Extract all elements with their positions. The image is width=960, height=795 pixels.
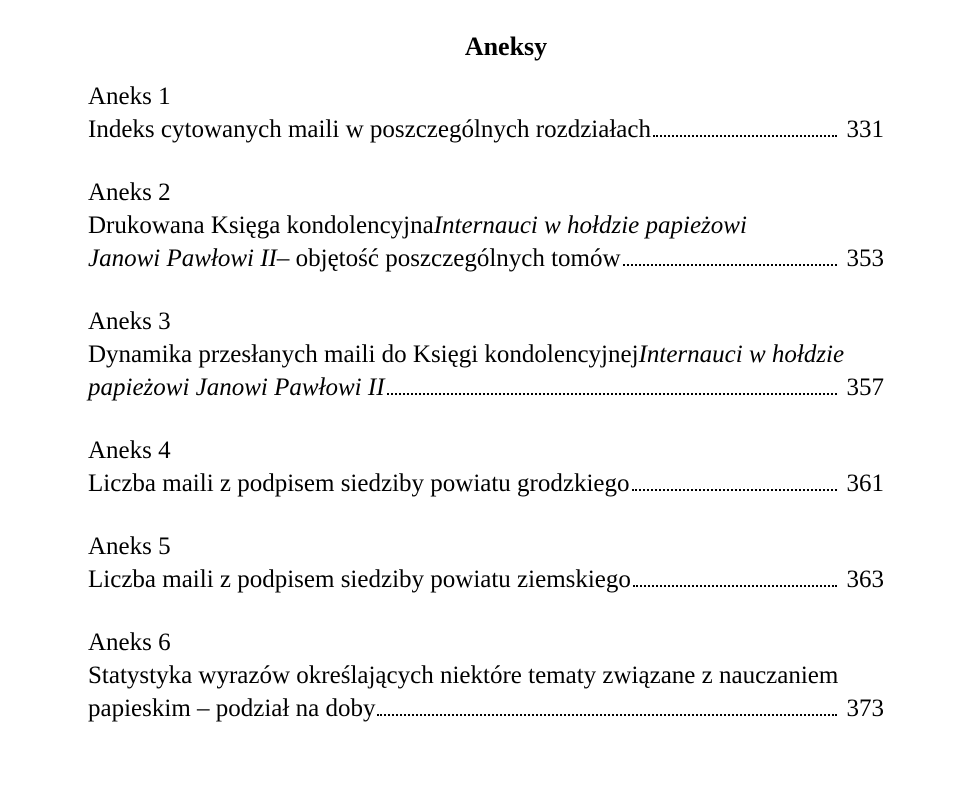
entry-page-number: 353 [841,242,885,275]
entry-text: Liczba maili z podpisem siedziby powiatu… [88,563,631,596]
entry-page-number: 331 [841,113,885,146]
leader-dots [632,475,837,491]
leader-dots [633,571,837,587]
entry-text: Statystyka wyrazów określających niektór… [88,659,838,692]
entry-text: Drukowana Księga kondolencyjna [88,209,434,242]
entry-text: Liczba maili z podpisem siedziby powiatu… [88,467,630,500]
document-page: Aneksy Aneks 1Indeks cytowanych maili w … [0,0,960,795]
entry-text: papieżowi Janowi Pawłowi II [88,371,385,404]
entry-line: Janowi Pawłowi II – objętość poszczególn… [88,242,884,275]
leader-dots [653,121,837,137]
entry-text: Janowi Pawłowi II [88,242,277,275]
entry-heading: Aneks 4 [88,434,884,467]
leader-dots [377,700,836,716]
entry-page-number: 361 [841,467,885,500]
entry-heading: Aneks 5 [88,530,884,563]
entry-heading: Aneks 3 [88,305,884,338]
entry-text: – objętość poszczególnych tomów [277,242,621,275]
page-title: Aneksy [128,32,884,62]
toc-entry: Aneks 1Indeks cytowanych maili w poszcze… [88,80,884,146]
entry-text: papieskim – podział na doby [88,692,375,725]
entry-line: Statystyka wyrazów określających niektór… [88,659,884,692]
leader-dots [623,250,837,266]
entry-line: papieskim – podział na doby 373 [88,692,884,725]
toc-entry: Aneks 5Liczba maili z podpisem siedziby … [88,530,884,596]
toc-entry: Aneks 2Drukowana Księga kondolencyjna In… [88,176,884,275]
entry-text: Internauci w hołdzie [639,338,845,371]
entry-page-number: 373 [841,692,885,725]
toc-entry: Aneks 6Statystyka wyrazów określających … [88,626,884,725]
toc-entry: Aneks 4Liczba maili z podpisem siedziby … [88,434,884,500]
entry-text: Internauci w hołdzie papieżowi [434,209,747,242]
entry-heading: Aneks 2 [88,176,884,209]
entry-page-number: 357 [841,371,885,404]
toc-entry: Aneks 3Dynamika przesłanych maili do Ksi… [88,305,884,404]
entry-line: Liczba maili z podpisem siedziby powiatu… [88,563,884,596]
entry-heading: Aneks 6 [88,626,884,659]
entry-line: Liczba maili z podpisem siedziby powiatu… [88,467,884,500]
toc-entries: Aneks 1Indeks cytowanych maili w poszcze… [88,80,884,725]
entry-text: Dynamika przesłanych maili do Księgi kon… [88,338,639,371]
entry-line: papieżowi Janowi Pawłowi II 357 [88,371,884,404]
entry-text: Indeks cytowanych maili w poszczególnych… [88,113,651,146]
entry-line: Drukowana Księga kondolencyjna Internauc… [88,209,884,242]
entry-heading: Aneks 1 [88,80,884,113]
leader-dots [387,379,837,395]
entry-page-number: 363 [841,563,885,596]
entry-line: Indeks cytowanych maili w poszczególnych… [88,113,884,146]
entry-line: Dynamika przesłanych maili do Księgi kon… [88,338,884,371]
